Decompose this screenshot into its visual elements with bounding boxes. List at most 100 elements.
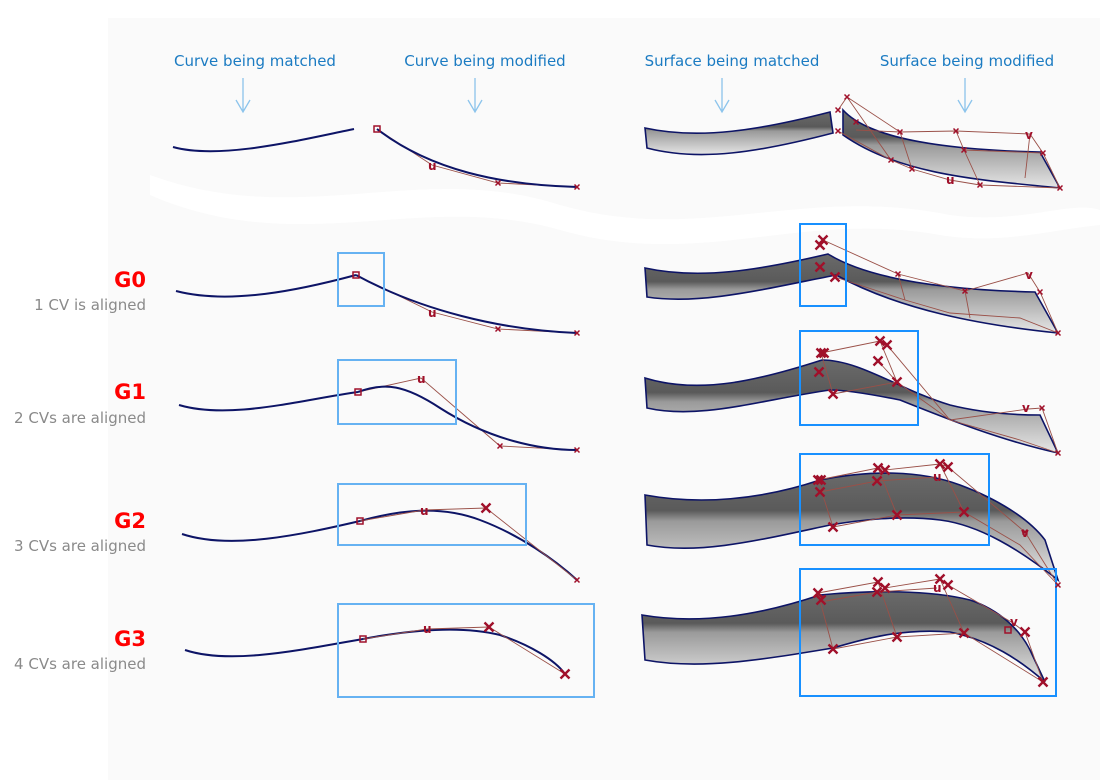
cv-marker-icon [879, 464, 891, 476]
cv-marker-icon [908, 165, 916, 173]
header-curve-matched: Curve being matched [174, 52, 336, 70]
continuity-caption-g2: 3 CVs are aligned [14, 537, 146, 555]
surface-combined [644, 253, 1060, 334]
start-cv-marker-icon [356, 517, 364, 525]
cv-markers [352, 93, 1064, 688]
v-direction-label: v [1021, 526, 1029, 540]
cv-marker-icon [814, 486, 826, 498]
curve-matched [181, 509, 578, 581]
surface-combined [641, 590, 1046, 683]
u-direction-label: u [428, 306, 437, 320]
cv-marker-icon [573, 329, 581, 337]
u-direction-label: u [417, 372, 426, 386]
row-g0 [175, 223, 1060, 334]
control-polygon [362, 626, 566, 675]
separator-wave [150, 175, 1100, 245]
cv-marker-icon [1036, 288, 1044, 296]
cv-marker-icon [896, 128, 904, 136]
curve-modified [355, 274, 578, 334]
aligned-cv-highlight [799, 568, 1057, 697]
start-cv-marker-icon [352, 271, 360, 279]
cv-marker-icon [1038, 404, 1046, 412]
arrow-down-icon [235, 78, 251, 114]
cv-marker-icon [817, 234, 829, 246]
cv-marker-icon [881, 339, 893, 351]
cv-marker-icon [894, 270, 902, 278]
continuity-label-g1: G1 [114, 380, 146, 404]
curve-matched [175, 274, 357, 298]
cv-marker-icon [573, 183, 581, 191]
cv-marker-icon [1037, 676, 1049, 688]
arrow-down-icon [467, 78, 483, 114]
surface-matched [644, 111, 834, 156]
row-unmatched [172, 96, 1062, 189]
cv-marker-icon [559, 668, 571, 680]
aligned-cv-highlight [337, 483, 527, 546]
cv-marker-icon [829, 271, 841, 283]
cv-marker-icon [961, 287, 969, 295]
cv-marker-icon [813, 366, 825, 378]
cv-marker-icon [1019, 626, 1031, 638]
cv-marker-icon [843, 93, 851, 101]
cv-marker-icon [812, 587, 824, 599]
aligned-cv-highlight [799, 453, 990, 546]
cv-marker-icon [827, 643, 839, 655]
cv-marker-icon [934, 573, 946, 585]
cv-marker-icon [494, 179, 502, 187]
cv-marker-icon [812, 474, 824, 486]
surface-control-net [820, 340, 1059, 454]
curve-modified [376, 128, 578, 188]
curve-matched [172, 128, 355, 153]
cv-marker-icon [480, 502, 492, 514]
cv-marker-icon [1039, 149, 1047, 157]
cv-marker-icon [942, 461, 954, 473]
control-polygon [359, 507, 578, 581]
aligned-cv-highlight [337, 359, 457, 425]
cv-marker-icon [834, 106, 842, 114]
start-cv-marker-icon [359, 635, 367, 643]
header-surface-modified: Surface being modified [879, 52, 1055, 70]
start-cv-marker-icon [354, 388, 362, 396]
control-polygon [376, 128, 578, 188]
cv-marker-icon [483, 621, 495, 633]
cv-marker-icon [818, 347, 830, 359]
aligned-cv-highlight [799, 223, 847, 307]
header-surface-matched: Surface being matched [644, 52, 820, 70]
row-g3 [184, 568, 1057, 698]
cv-marker-icon [958, 506, 970, 518]
cv-marker-icon [942, 579, 954, 591]
curve-matched [184, 628, 566, 675]
u-direction-label: u [933, 581, 942, 595]
control-polygon [355, 274, 578, 334]
cv-marker-icon [1021, 528, 1029, 536]
cv-marker-icon [960, 146, 968, 154]
cv-marker-icon [879, 582, 891, 594]
cv-marker-icon [827, 521, 839, 533]
arrow-down-icon [714, 78, 730, 114]
uv-labels: u u u u u u u u v v v v v [417, 128, 1033, 636]
cv-marker-icon [976, 181, 984, 189]
cv-marker-icon [1056, 184, 1064, 192]
curve-modified [357, 385, 578, 451]
cv-marker-icon [1054, 581, 1062, 589]
u-direction-label: u [420, 504, 429, 518]
start-cv-marker-icon [373, 125, 381, 133]
v-direction-label: v [1022, 401, 1030, 415]
cv-marker-icon [815, 347, 827, 359]
surface-control-net [822, 239, 1059, 334]
cv-marker-icon [891, 376, 903, 388]
cv-marker-icon [871, 586, 883, 598]
surface-combined [644, 359, 1060, 455]
cv-marker-icon [496, 442, 504, 450]
continuity-label-g2: G2 [114, 509, 146, 533]
continuity-label-g3: G3 [114, 627, 146, 651]
cv-marker-icon [871, 475, 883, 487]
cv-marker-icon [815, 594, 827, 606]
cv-marker-icon [1054, 449, 1062, 457]
u-direction-label: u [428, 159, 437, 173]
surface-combined [644, 472, 1060, 583]
cv-marker-icon [934, 458, 946, 470]
cv-marker-icon [887, 156, 895, 164]
control-polygon [357, 377, 578, 451]
